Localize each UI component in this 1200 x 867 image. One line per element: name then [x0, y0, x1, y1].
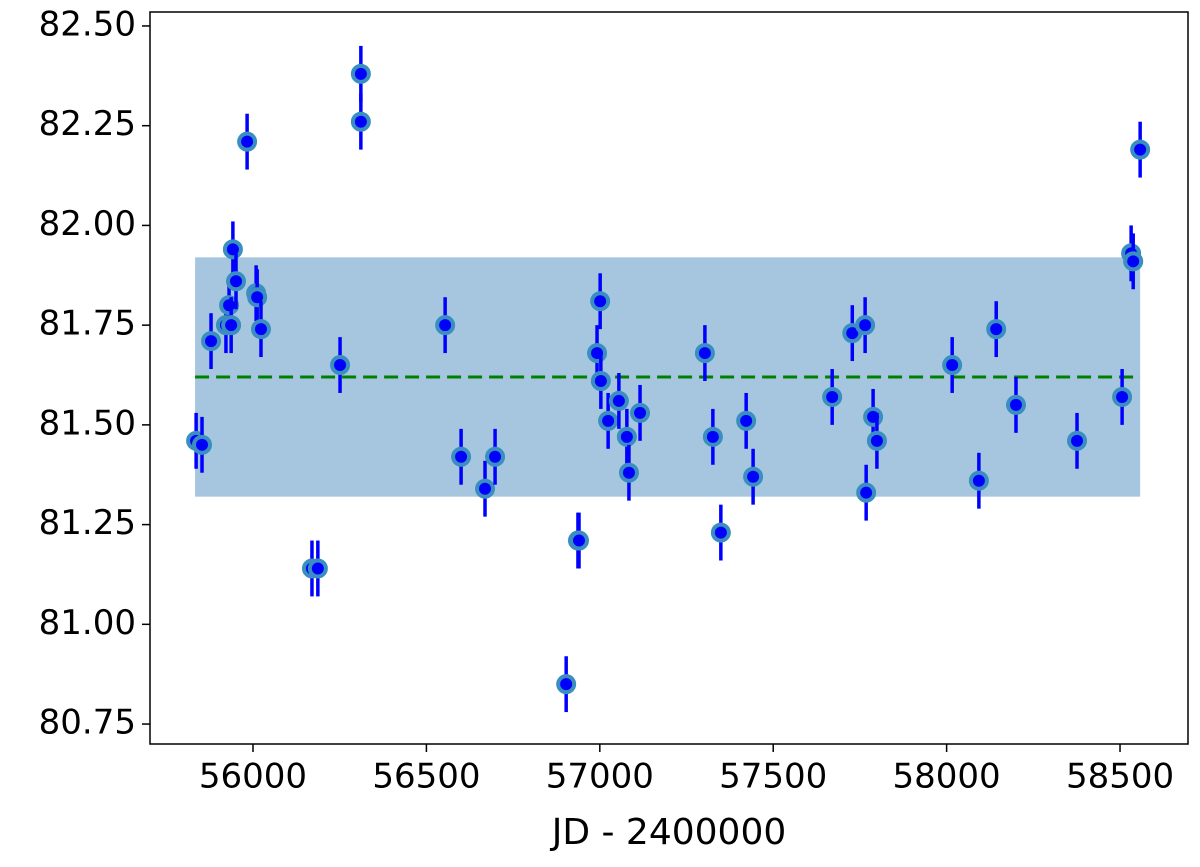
data-point: [694, 343, 715, 364]
data-point: [192, 434, 213, 455]
x-tick-label: 56500: [372, 757, 480, 797]
data-point: [590, 291, 611, 312]
data-point: [350, 111, 371, 132]
data-point: [1005, 394, 1026, 415]
y-tick-label: 81.75: [39, 304, 136, 344]
data-point: [863, 406, 884, 427]
y-tick-label: 82.25: [39, 104, 136, 144]
data-point: [226, 271, 247, 292]
data-point: [1130, 139, 1151, 160]
data-point: [556, 674, 577, 695]
y-tick-label: 81.00: [39, 603, 136, 643]
data-point: [616, 426, 637, 447]
data-point: [702, 426, 723, 447]
data-point: [237, 131, 258, 152]
data-point: [485, 446, 506, 467]
y-tick-label: 82.50: [39, 4, 136, 44]
x-tick-label: 57000: [546, 757, 654, 797]
data-point: [250, 319, 271, 340]
y-tick-label: 82.00: [39, 204, 136, 244]
y-tick-label: 81.25: [39, 503, 136, 543]
data-point: [451, 446, 472, 467]
data-point: [221, 315, 242, 336]
y-tick-label: 80.75: [39, 703, 136, 743]
x-axis-label: JD - 2400000: [550, 812, 787, 853]
data-point: [856, 482, 877, 503]
data-point: [743, 466, 764, 487]
x-tick-label: 56000: [199, 757, 307, 797]
data-point: [569, 530, 590, 551]
data-point: [608, 390, 629, 411]
data-point: [247, 287, 268, 308]
data-point: [822, 386, 843, 407]
data-point: [736, 410, 757, 431]
data-point: [587, 343, 608, 364]
data-point: [350, 63, 371, 84]
data-point: [222, 239, 243, 260]
data-point: [866, 430, 887, 451]
data-point: [330, 355, 351, 376]
data-point: [630, 402, 651, 423]
data-point: [1112, 386, 1133, 407]
data-point: [986, 319, 1007, 340]
data-point: [598, 410, 619, 431]
y-tick-label: 81.50: [39, 403, 136, 443]
data-point: [201, 331, 222, 352]
data-point: [435, 315, 456, 336]
x-tick-label: 58500: [1066, 757, 1174, 797]
x-tick-label: 57500: [719, 757, 827, 797]
data-point: [618, 462, 639, 483]
data-point: [475, 478, 496, 499]
plot-frame: [149, 11, 1189, 745]
data-point: [307, 558, 328, 579]
data-point: [942, 355, 963, 376]
data-point: [590, 370, 611, 391]
x-tick-label: 58000: [893, 757, 1001, 797]
data-point: [1067, 430, 1088, 451]
data-point: [1123, 251, 1144, 272]
data-point: [855, 315, 876, 336]
data-point: [968, 470, 989, 491]
data-point: [710, 522, 731, 543]
